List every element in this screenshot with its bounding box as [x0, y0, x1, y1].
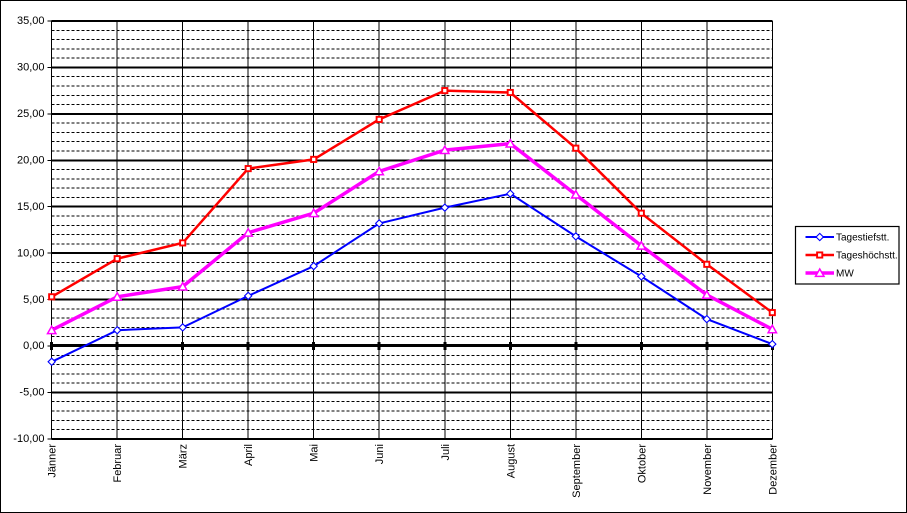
svg-text:0,00: 0,00: [23, 340, 44, 352]
svg-text:30,00: 30,00: [17, 62, 45, 74]
svg-text:Jänner: Jänner: [47, 444, 59, 478]
svg-text:MW: MW: [836, 269, 854, 280]
svg-text:5,00: 5,00: [23, 294, 44, 306]
svg-text:Tageshöchstt.: Tageshöchstt.: [836, 251, 898, 262]
svg-text:März: März: [178, 444, 190, 468]
svg-text:Juni: Juni: [374, 444, 386, 464]
svg-text:Tagestiefstt.: Tagestiefstt.: [836, 233, 889, 244]
svg-text:10,00: 10,00: [17, 247, 45, 259]
svg-text:April: April: [243, 444, 255, 466]
svg-text:15,00: 15,00: [17, 201, 45, 213]
svg-text:Februar: Februar: [112, 444, 124, 483]
svg-text:Dezember: Dezember: [767, 444, 779, 495]
svg-text:Juli: Juli: [440, 444, 452, 461]
svg-text:-10,00: -10,00: [13, 433, 44, 445]
svg-text:Oktober: Oktober: [636, 444, 648, 483]
svg-text:35,00: 35,00: [17, 15, 45, 27]
svg-text:-5,00: -5,00: [19, 387, 44, 399]
svg-text:20,00: 20,00: [17, 155, 45, 167]
svg-text:November: November: [702, 444, 714, 495]
svg-text:Mai: Mai: [309, 444, 321, 462]
svg-text:August: August: [505, 444, 517, 478]
svg-text:25,00: 25,00: [17, 108, 45, 120]
svg-text:September: September: [571, 444, 583, 498]
